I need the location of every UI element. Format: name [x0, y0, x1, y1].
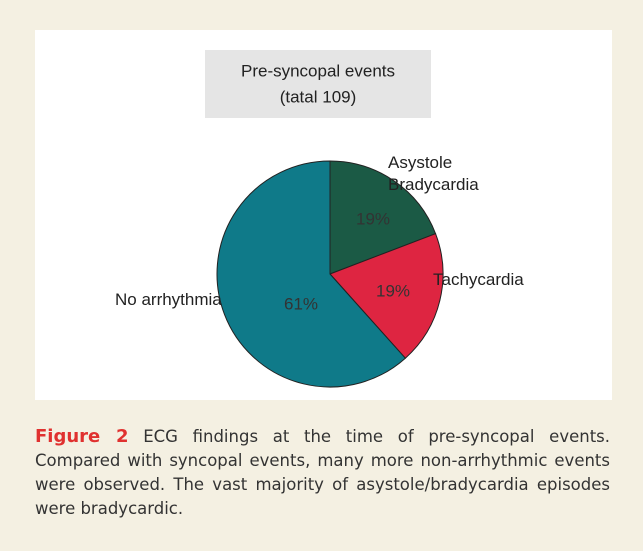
value-label: 19%: [376, 281, 410, 300]
category-label: Tachycardia: [433, 270, 524, 289]
caption-text: ECG findings at the time of pre-syncopal…: [35, 427, 610, 518]
pie-slice: [329, 233, 444, 359]
category-label: Asystole Bradycardia: [388, 153, 479, 194]
caption: Figure 2 ECG findings at the time of pre…: [35, 425, 610, 521]
value-label: 19%: [356, 209, 390, 228]
caption-label: Figure 2: [35, 426, 129, 447]
chart-title: Pre-syncopal events: [241, 61, 395, 80]
category-label: No arrhythmia: [115, 290, 222, 309]
title-box: [205, 50, 431, 118]
value-label: 61%: [284, 294, 318, 313]
pie-slice: [329, 160, 437, 275]
chart-subtitle: (tatal 109): [280, 87, 357, 106]
pie-slice: [216, 160, 407, 388]
